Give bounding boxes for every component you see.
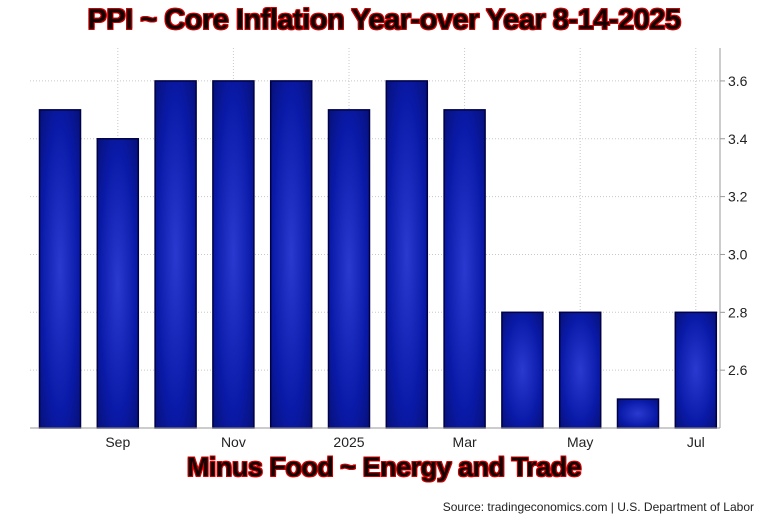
bar-feb [385, 80, 429, 429]
bar-oct [154, 80, 197, 429]
x-tick-label: Jul [687, 434, 705, 450]
y-tick-label: 3.0 [728, 246, 748, 262]
chart-subtitle: Minus Food ~ Energy and Trade [186, 452, 582, 482]
bar-2025 [327, 109, 371, 429]
bar-dec [269, 80, 313, 429]
x-tick-label: Nov [221, 434, 246, 450]
x-tick-label: May [567, 434, 593, 450]
source-credit: Source: tradingeconomics.com | U.S. Depa… [442, 500, 754, 514]
x-tick-label: 2025 [333, 434, 364, 450]
x-tick-label: Sep [105, 434, 130, 450]
bar-nov [212, 80, 255, 429]
bar-jul [674, 311, 718, 429]
bar-aug [38, 109, 82, 429]
y-tick-label: 3.4 [728, 131, 748, 147]
bar-sep [96, 138, 140, 429]
chart-title: PPI ~ Core Inflation Year-over Year 8-14… [87, 4, 682, 36]
y-tick-label: 2.8 [728, 304, 748, 320]
bar-mar [443, 109, 486, 429]
y-tick-label: 3.2 [728, 189, 748, 205]
x-tick-label: Mar [453, 434, 477, 450]
bar-jun [616, 398, 660, 429]
bar-may [558, 311, 602, 429]
bar-apr [501, 311, 544, 429]
y-tick-label: 3.6 [728, 73, 748, 89]
y-tick-label: 2.6 [728, 362, 748, 378]
